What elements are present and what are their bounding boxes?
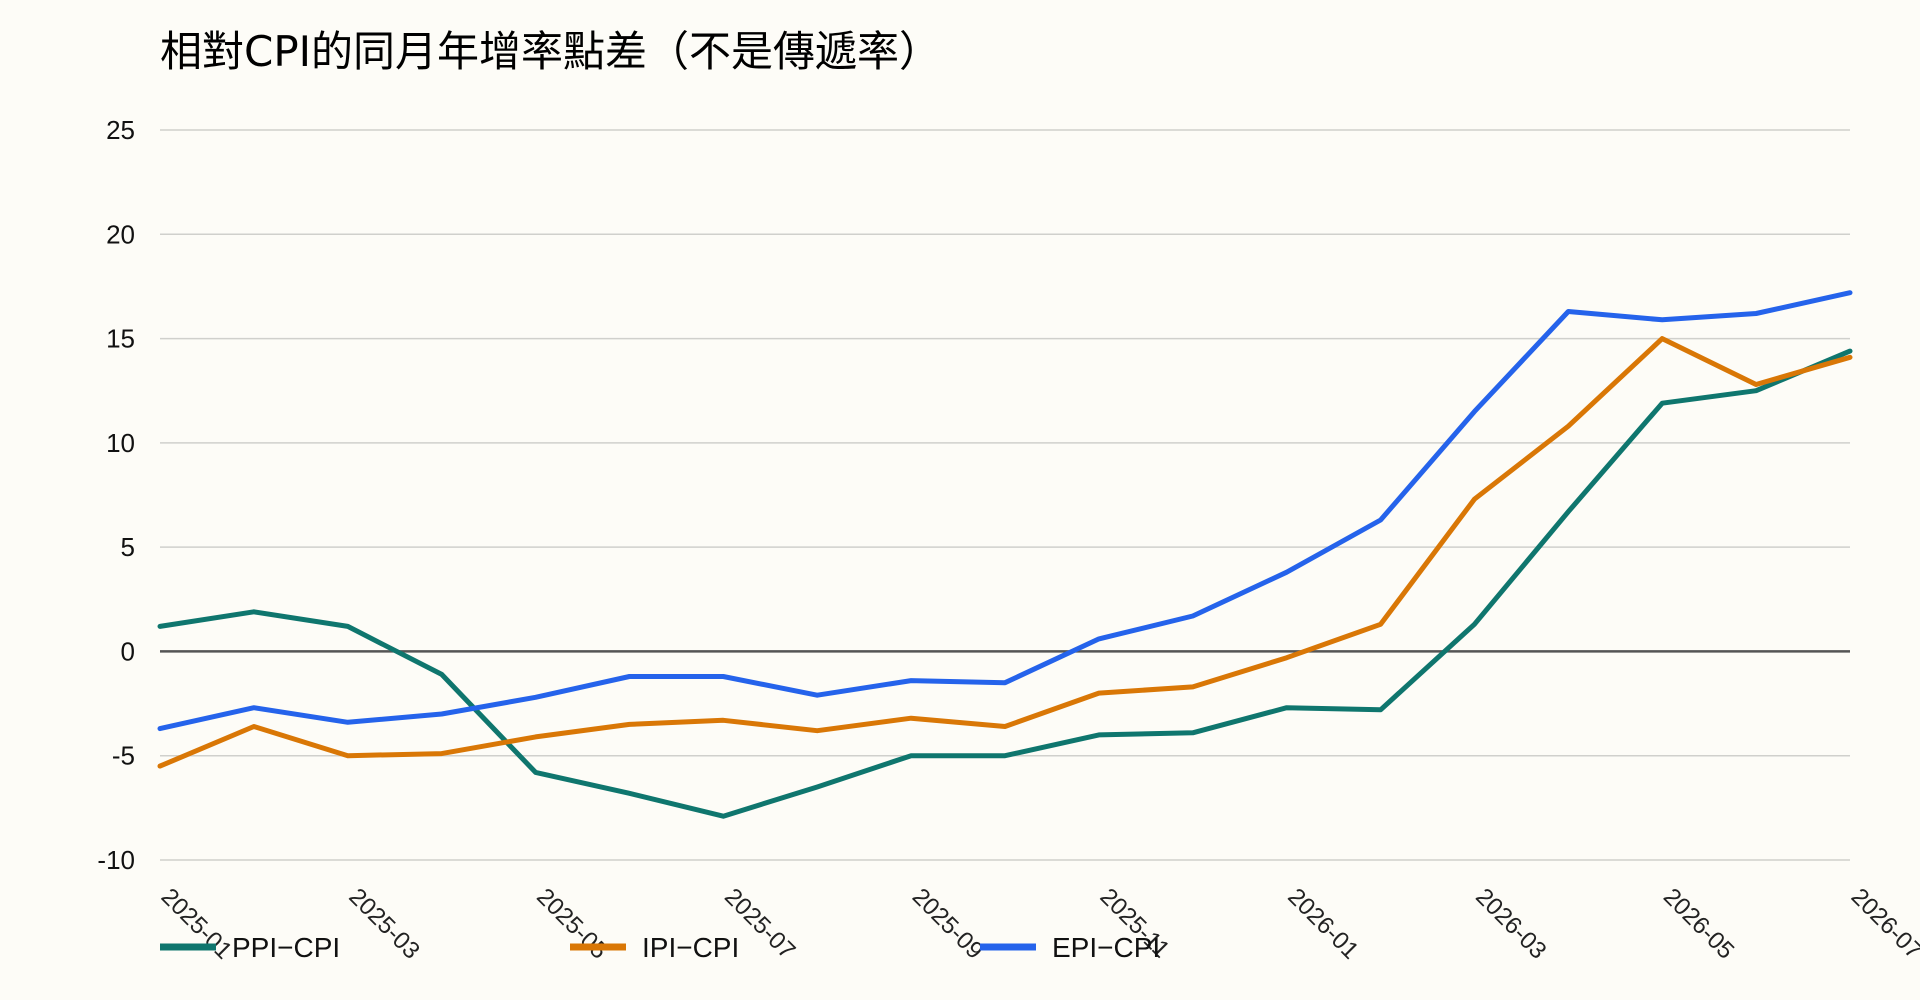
series-line-3: [157, 290, 1853, 732]
x-tick-label: 2026-05: [1658, 883, 1739, 964]
legend-label: EPI−CPI: [1052, 932, 1160, 963]
series-line-2: [157, 336, 1853, 769]
legend-label: PPI−CPI: [232, 932, 340, 963]
y-tick-label: 10: [106, 428, 135, 458]
x-tick-label: 2026-03: [1470, 883, 1551, 964]
y-tick-label: 15: [106, 324, 135, 354]
x-tick-label: 2026-01: [1282, 883, 1363, 964]
y-tick-label: -10: [97, 845, 135, 875]
series-lines: [157, 290, 1853, 819]
x-axis-ticks: 2025-01 2025-03 2025-05 2025-07 2025-09 2025-…: [156, 883, 1920, 964]
x-tick-label: 2025-09: [907, 883, 988, 964]
y-axis-ticks: -10 -5 0 5 10 15 20 25: [97, 115, 135, 875]
x-tick-label: 2025-05: [531, 883, 612, 964]
y-tick-label: 0: [121, 636, 135, 666]
x-tick-label: 2026-07: [1846, 883, 1920, 964]
x-tick-label: 2025-03: [344, 883, 425, 964]
chart-title: 相對CPI的同月年增率點差（不是傳遞率）: [160, 27, 941, 76]
x-tick-label: 2025-01: [156, 883, 237, 964]
y-tick-label: -5: [112, 741, 135, 771]
y-tick-label: 25: [106, 115, 135, 145]
series-line-1: [157, 348, 1853, 819]
legend-label: IPI−CPI: [642, 932, 739, 963]
gridlines: [160, 129, 1850, 861]
y-tick-label: 5: [121, 532, 135, 562]
y-tick-label: 20: [106, 219, 135, 249]
legend: PPI−CPI IPI−CPI EPI−CPI: [160, 932, 1160, 963]
